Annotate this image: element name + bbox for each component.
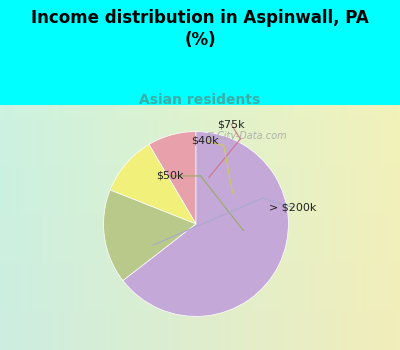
Text: Asian residents: Asian residents: [139, 93, 261, 107]
Text: ⓘ City-Data.com: ⓘ City-Data.com: [208, 131, 286, 141]
Wedge shape: [110, 145, 196, 224]
Text: $50k: $50k: [156, 171, 184, 181]
Text: > $200k: > $200k: [269, 202, 317, 212]
Text: Income distribution in Aspinwall, PA
(%): Income distribution in Aspinwall, PA (%): [31, 9, 369, 49]
Text: $75k: $75k: [217, 119, 245, 129]
Wedge shape: [123, 132, 288, 316]
Text: $40k: $40k: [192, 136, 219, 146]
Wedge shape: [149, 132, 196, 224]
Wedge shape: [104, 190, 196, 281]
